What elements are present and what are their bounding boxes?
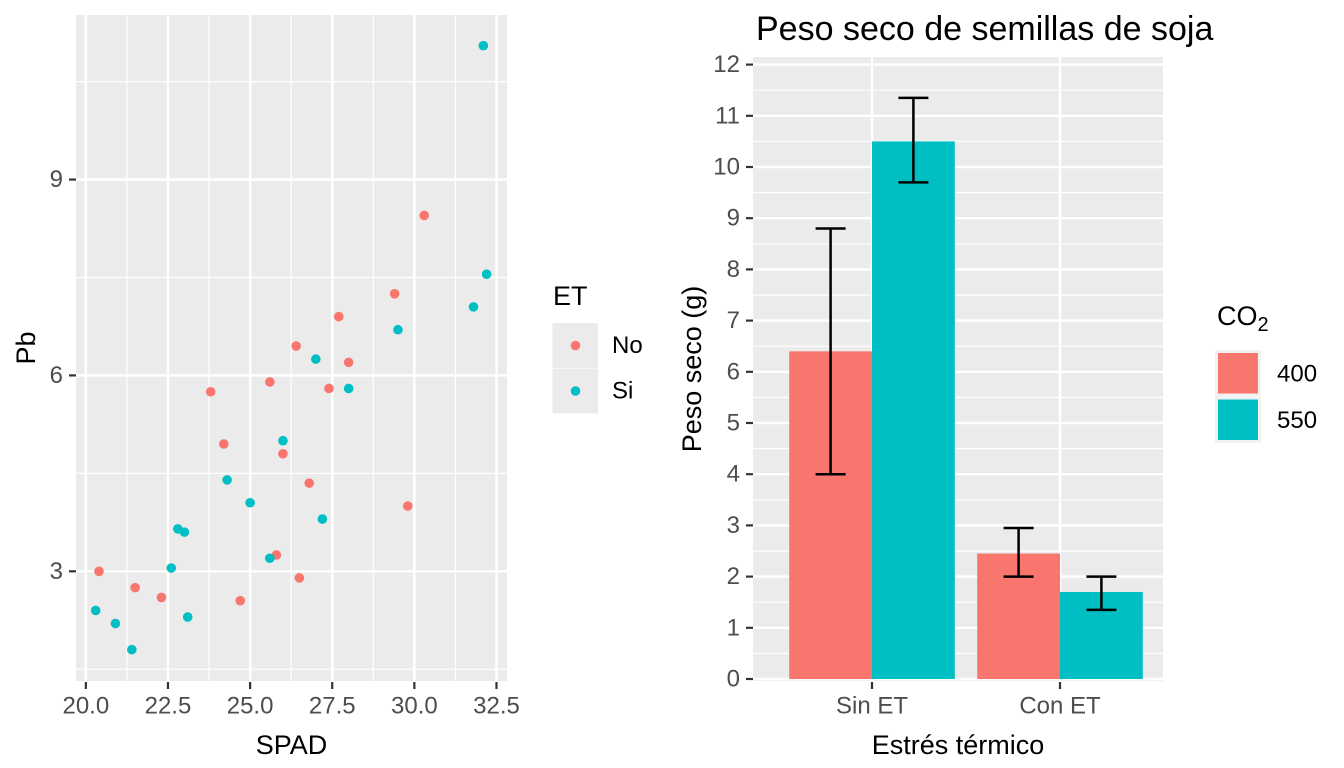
scatter-point-no xyxy=(235,595,246,606)
scatter-point-no xyxy=(304,478,315,488)
y-tick-label: 12 xyxy=(713,51,740,78)
x-axis-title: Estrés térmico xyxy=(872,730,1045,760)
scatter-point-no xyxy=(402,501,413,511)
scatter-point-si xyxy=(179,527,190,537)
x-tick-label: Con ET xyxy=(1019,693,1101,720)
x-axis-title: SPAD xyxy=(256,730,328,760)
x-tick-label: Sin ET xyxy=(836,693,908,720)
x-tick-label: 30.0 xyxy=(391,693,438,720)
scatter-point-si xyxy=(110,618,121,629)
x-tick-label: 25.0 xyxy=(227,693,274,720)
y-tick-label: 8 xyxy=(727,256,740,283)
scatter-point-si xyxy=(222,475,232,485)
scatter-point-no xyxy=(389,289,400,299)
legend-label-400: 400 xyxy=(1277,361,1317,388)
legend-title-et: ET xyxy=(553,281,588,311)
y-tick-label: 1 xyxy=(727,614,740,641)
y-axis-title: Pb xyxy=(11,331,41,364)
scatter-point-si xyxy=(478,40,489,51)
scatter-point-si xyxy=(468,302,479,312)
scatter-point-si xyxy=(393,324,403,335)
y-tick-label: 3 xyxy=(727,512,740,539)
scatter-point-no xyxy=(219,439,229,449)
scatter-point-si xyxy=(90,605,101,616)
scatter-point-si xyxy=(265,553,275,564)
scatter-point-si xyxy=(317,514,328,524)
scatter-point-no xyxy=(291,341,301,351)
scatter-point-no xyxy=(130,582,140,593)
scatter-point-no xyxy=(334,311,344,322)
y-tick-label: 6 xyxy=(50,362,63,389)
y-tick-label: 6 xyxy=(727,358,740,385)
scatter-point-si xyxy=(182,612,193,622)
scatter-plot-canvas: 20.0 22.5 25.0 27.5 30.0 32.5 3 6 9 SPAD Pb ET No Si xyxy=(11,15,643,760)
y-tick-label: 0 xyxy=(727,666,740,693)
y-tick-label: 9 xyxy=(727,205,740,232)
legend-title-co2: CO2 xyxy=(1217,301,1269,336)
scatter-point-si xyxy=(343,383,354,394)
y-tick-label: 5 xyxy=(727,410,740,437)
scatter-point-si xyxy=(127,644,137,655)
bar-chart-peso-seco: 0 1 2 3 4 5 6 7 8 9 10 11 12 Sin ET Con ET Peso seco de… xyxy=(670,0,1344,768)
legend-label-no: No xyxy=(612,332,643,359)
x-tick-label: 22.5 xyxy=(145,693,192,720)
scatter-point-no xyxy=(156,592,167,603)
y-tick-label: 11 xyxy=(715,102,740,129)
scatter-point-no xyxy=(94,566,104,577)
y-tick-label: 2 xyxy=(727,563,740,590)
x-tick-label: 32.5 xyxy=(473,693,520,720)
scatter-point-no xyxy=(343,357,354,368)
scatter-point-si xyxy=(245,497,255,508)
scatter-point-si xyxy=(278,435,288,446)
scatter-plot-pb-vs-spad: 20.0 22.5 25.0 27.5 30.0 32.5 3 6 9 SPAD Pb ET No Si xyxy=(11,15,643,760)
scatter-point-no xyxy=(278,448,288,459)
scatter-point-no xyxy=(205,386,216,397)
y-tick-label: 9 xyxy=(50,166,63,193)
chart-title: Peso seco de semillas de soja xyxy=(756,10,1213,48)
legend-label-si: Si xyxy=(612,378,633,405)
legend-key-swatch-550 xyxy=(1218,399,1258,440)
scatter-point-no xyxy=(294,573,305,583)
scatter-point-si xyxy=(166,563,177,573)
y-tick-label: 10 xyxy=(713,154,740,181)
bar-sin-et-550 xyxy=(872,141,955,679)
scatter-point-si xyxy=(311,354,321,364)
legend-label-550: 550 xyxy=(1277,407,1317,434)
scatter-point-si xyxy=(481,269,492,280)
legend-key-swatch-400 xyxy=(1218,353,1258,394)
x-tick-label: 27.5 xyxy=(309,693,356,720)
y-tick-label: 7 xyxy=(727,307,740,334)
scatter-point-no xyxy=(419,210,430,221)
scatter-point-no xyxy=(324,383,334,394)
y-tick-label: 4 xyxy=(727,461,740,488)
legend-key-point-si xyxy=(570,386,581,396)
scatter-point-no xyxy=(265,377,275,387)
legend-key-point-no xyxy=(570,340,581,351)
y-tick-label: 3 xyxy=(50,558,63,585)
y-axis-title: Peso seco (g) xyxy=(677,286,707,453)
x-tick-label: 20.0 xyxy=(62,693,109,720)
